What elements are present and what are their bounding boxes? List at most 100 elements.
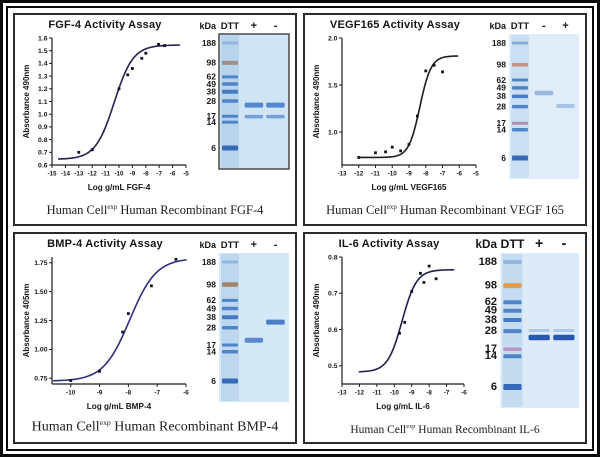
panel-fgf4-chart-column: FGF-4 Activity Assay 0.6 0.7 0.8 0.9 1.0 1.1 1… (19, 17, 191, 195)
svg-text:-14: -14 (61, 171, 71, 178)
svg-text:-8: -8 (423, 171, 429, 178)
svg-text:38: 38 (207, 87, 217, 97)
il6-dose-response-chart: 0.5 0.6 0.7 0.8 -13 -12 -11 -10 -9 -8 -7 -6 Log g/mL… (312, 254, 467, 411)
svg-text:38: 38 (497, 91, 507, 101)
svg-text:kDa: kDa (199, 21, 217, 31)
svg-text:DTT: DTT (511, 21, 530, 32)
svg-text:62: 62 (207, 295, 217, 305)
panel-fgf4: FGF-4 Activity Assay 0.6 0.7 0.8 0.9 1.0 1.1 1… (13, 13, 297, 226)
svg-text:1.6: 1.6 (38, 35, 48, 42)
svg-text:17: 17 (207, 339, 217, 349)
svg-text:98: 98 (485, 279, 497, 291)
svg-text:14: 14 (497, 125, 507, 135)
svg-text:49: 49 (485, 304, 497, 316)
caption-fgf4-pre: Human Cell (46, 202, 108, 217)
svg-text:-10: -10 (114, 171, 124, 178)
svg-text:6: 6 (501, 153, 506, 163)
svg-text:14: 14 (207, 117, 217, 127)
caption-il6-pre: Human Cell (350, 424, 407, 436)
caption-vegf165-post: Human Recombinant VEGF 165 (396, 202, 564, 217)
svg-text:28: 28 (207, 96, 217, 106)
svg-text:-9: -9 (409, 389, 415, 396)
chart-title-bmp4: BMP-4 Activity Assay (47, 237, 163, 250)
svg-text:1.75: 1.75 (34, 260, 47, 267)
panel-fgf4-body: FGF-4 Activity Assay 0.6 0.7 0.8 0.9 1.0 1.1 1… (19, 17, 291, 201)
svg-text:+: + (562, 20, 568, 32)
panel-bmp4-gel-column: kDa DTT 188 98 62 49 38 28 17 14 6 + - (191, 236, 291, 406)
caption-bmp4-pre: Human Cell (31, 420, 100, 435)
panel-fgf4-gel-column: kDa DTT 188 98 62 49 38 28 17 14 6 + - (191, 17, 291, 173)
svg-text:188: 188 (479, 255, 497, 267)
svg-text:kDa: kDa (199, 240, 217, 250)
svg-text:17: 17 (485, 343, 497, 355)
svg-text:kDa: kDa (476, 238, 498, 251)
caption-vegf165-superscript: exp (386, 203, 397, 211)
svg-text:-11: -11 (372, 389, 381, 396)
svg-text:0.75: 0.75 (34, 375, 47, 382)
svg-text:17: 17 (497, 118, 507, 128)
svg-text:-: - (562, 236, 567, 252)
fgf4-dose-response-chart: 0.60.70.80.91.01.11.21.31.41.51.6-15 -14-… (22, 35, 189, 192)
panel-il6-chart-column: IL-6 Activity Assay 0.5 0.6 0.7 0.8 -13 -12 -1… (309, 236, 469, 414)
svg-text:-6: -6 (183, 389, 189, 396)
svg-text:Absorbance 490nm: Absorbance 490nm (312, 65, 321, 139)
caption-fgf4-post: Human Recombinant FGF-4 (117, 202, 264, 217)
svg-text:Log g/mL VEGF165: Log g/mL VEGF165 (372, 183, 447, 192)
svg-text:0.6: 0.6 (328, 326, 338, 333)
panel-il6-body: IL-6 Activity Assay 0.5 0.6 0.7 0.8 -13 -12 -1… (309, 236, 581, 422)
caption-bmp4-superscript: exp (99, 418, 111, 428)
svg-text:-6: -6 (461, 389, 467, 396)
svg-text:1.50: 1.50 (34, 288, 47, 295)
svg-text:-: - (274, 20, 278, 32)
chart-title-fgf4: FGF-4 Activity Assay (48, 19, 162, 31)
svg-text:14: 14 (207, 346, 217, 356)
svg-text:-7: -7 (156, 171, 162, 178)
svg-text:49: 49 (497, 83, 507, 93)
svg-text:-11: -11 (371, 171, 380, 178)
svg-text:38: 38 (207, 312, 217, 322)
bmp4-dose-response-chart: 0.75 1.00 1.25 1.50 1.75 -10 -9 -8 -7 -6 Log g/mL … (22, 256, 189, 411)
svg-text:1.2: 1.2 (38, 86, 48, 93)
svg-text:-6: -6 (170, 171, 176, 178)
svg-text:-9: -9 (406, 171, 412, 178)
svg-text:0.7: 0.7 (328, 290, 338, 297)
panel-vegf165-chart-column: VEGF165 Activity Assay 1.0 1.5 2.0 -13 -12 -1… (309, 17, 481, 195)
panel-vegf165: VEGF165 Activity Assay 1.0 1.5 2.0 -13 -12 -1… (303, 13, 587, 226)
svg-text:188: 188 (202, 256, 216, 266)
svg-text:1.5: 1.5 (38, 48, 48, 55)
svg-text:1.00: 1.00 (34, 346, 47, 353)
svg-text:6: 6 (211, 375, 216, 385)
svg-text:DTT: DTT (500, 237, 524, 251)
svg-text:2.0: 2.0 (328, 35, 338, 42)
svg-text:1.5: 1.5 (328, 82, 338, 89)
caption-bmp4: Human Cellexp Human Recombinant BMP-4 (19, 416, 291, 439)
svg-text:+: + (535, 236, 543, 252)
svg-text:kDa: kDa (489, 21, 507, 31)
caption-fgf4: Human Cellexp Human Recombinant FGF-4 (19, 201, 291, 221)
svg-text:-10: -10 (390, 389, 400, 396)
svg-text:-9: -9 (97, 389, 103, 396)
svg-text:188: 188 (202, 38, 216, 48)
caption-vegf165: Human Cellexp Human Recombinant VEGF 165 (309, 201, 581, 221)
svg-text:-15: -15 (47, 171, 57, 178)
caption-vegf165-pre: Human Cell (326, 202, 387, 217)
svg-text:0.7: 0.7 (38, 150, 48, 157)
svg-text:-6: -6 (456, 171, 462, 178)
svg-text:62: 62 (207, 72, 217, 82)
svg-text:1.4: 1.4 (38, 61, 48, 68)
svg-text:1.3: 1.3 (38, 73, 48, 80)
svg-text:Log g/mL FGF-4: Log g/mL FGF-4 (88, 183, 151, 192)
svg-text:Absorbance 490nm: Absorbance 490nm (312, 283, 321, 357)
svg-text:98: 98 (497, 60, 507, 70)
caption-bmp4-post: Human Recombinant BMP-4 (110, 420, 279, 435)
svg-text:-7: -7 (440, 171, 446, 178)
svg-text:DTT: DTT (221, 240, 240, 251)
svg-text:17: 17 (207, 111, 217, 121)
caption-fgf4-superscript: exp (107, 203, 118, 211)
svg-text:DTT: DTT (221, 21, 240, 32)
svg-text:-13: -13 (74, 171, 84, 178)
svg-text:-12: -12 (355, 389, 365, 396)
